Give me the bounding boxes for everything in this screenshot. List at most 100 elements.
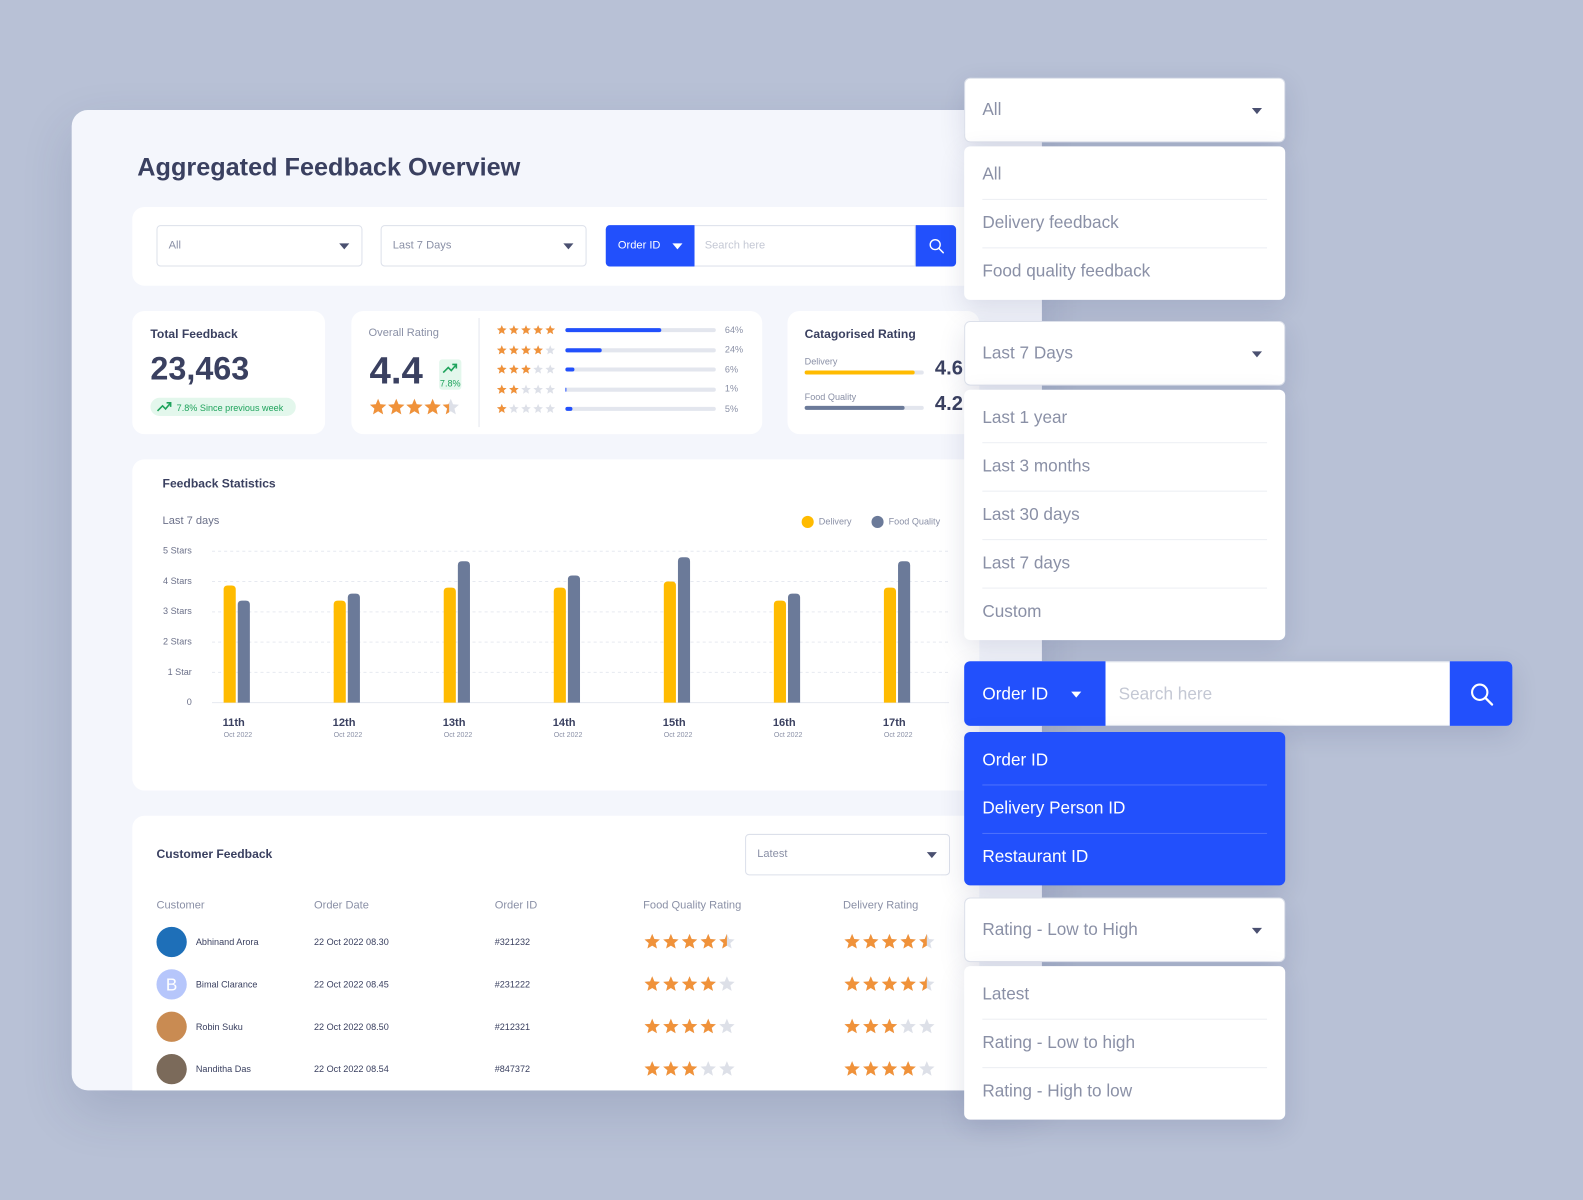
search-by-value: Order ID xyxy=(982,684,1049,704)
x-tick-label: 17th xyxy=(883,717,906,729)
menu-option-label: Delivery feedback xyxy=(982,212,1119,233)
bar xyxy=(898,561,911,703)
line xyxy=(937,246,944,253)
circle xyxy=(929,238,941,250)
bar xyxy=(347,593,360,703)
x-tick-sublabel: Oct 2022 xyxy=(334,732,363,739)
search-by-label: Order ID xyxy=(617,239,661,252)
bar xyxy=(553,587,566,703)
distribution-bar xyxy=(565,406,573,411)
search-field[interactable] xyxy=(1105,661,1450,726)
x-tick-sublabel: Oct 2022 xyxy=(774,732,803,739)
menu-option-label: Delivery Person ID xyxy=(982,798,1126,818)
search-icon xyxy=(1470,683,1493,706)
period-dropdown[interactable] xyxy=(964,321,1286,386)
caret-icon xyxy=(1071,691,1082,698)
star xyxy=(900,933,916,949)
delivery-stars xyxy=(844,976,935,991)
star xyxy=(919,933,927,949)
star xyxy=(521,325,531,335)
type-select[interactable] xyxy=(156,225,363,267)
bar xyxy=(567,575,581,703)
bar xyxy=(677,557,691,703)
path xyxy=(1251,108,1262,115)
trend-icon xyxy=(156,402,172,412)
customer-name: Nanditha Das xyxy=(195,1063,251,1074)
total-feedback-value: 23,463 xyxy=(150,350,250,387)
y-tick-label: 2 Stars xyxy=(163,637,192,647)
star xyxy=(900,976,916,991)
distribution-track xyxy=(565,367,716,372)
star xyxy=(533,364,543,374)
divider xyxy=(478,318,480,428)
distribution-label: 5% xyxy=(724,403,739,414)
star xyxy=(863,1061,879,1076)
star xyxy=(545,403,556,413)
line xyxy=(1483,696,1493,706)
distribution-label: 64% xyxy=(724,324,744,335)
sort-dropdown[interactable] xyxy=(964,897,1286,963)
delivery-stars xyxy=(844,933,935,949)
star xyxy=(509,344,519,354)
order-date: 22 Oct 2022 08.50 xyxy=(313,1021,389,1032)
polyline xyxy=(166,402,172,407)
menu-separator xyxy=(982,539,1268,541)
distribution-bar xyxy=(565,367,575,372)
category-bar xyxy=(804,405,905,410)
search-dropdown-button[interactable] xyxy=(1449,661,1513,726)
menu-option[interactable] xyxy=(964,150,1285,198)
y-tick-label: 3 Stars xyxy=(163,606,192,616)
bar xyxy=(883,587,897,703)
x-tick-label: 15th xyxy=(663,717,686,729)
star xyxy=(681,1061,698,1076)
distribution-stars xyxy=(496,325,556,335)
type-select-value: All xyxy=(168,239,181,252)
column-header: Delivery Rating xyxy=(843,899,919,913)
path xyxy=(339,242,350,249)
star xyxy=(881,976,898,991)
food-quality-stars xyxy=(644,1061,735,1076)
search-input[interactable] xyxy=(694,225,916,267)
order-date: 22 Oct 2022 08.54 xyxy=(313,1063,389,1074)
avatar xyxy=(156,969,187,1000)
category-label: Food Quality xyxy=(804,391,857,402)
star xyxy=(881,1061,898,1076)
menu-option-label: Last 1 year xyxy=(982,407,1068,427)
change-text: 7.8% Since previous week xyxy=(176,402,284,413)
star xyxy=(663,1061,679,1076)
rating-change: 7.8% xyxy=(439,378,461,389)
menu-option-label: Rating - High to low xyxy=(982,1081,1133,1101)
path xyxy=(563,242,574,249)
period-select[interactable] xyxy=(380,225,587,267)
star xyxy=(521,344,531,354)
bar xyxy=(773,600,786,703)
x-tick-sublabel: Oct 2022 xyxy=(554,732,583,739)
menu-separator xyxy=(982,784,1268,786)
legend-swatch xyxy=(871,515,884,529)
customer-name: Abhinand Arora xyxy=(195,936,259,947)
star xyxy=(521,403,531,413)
star xyxy=(533,403,543,413)
circle xyxy=(1470,683,1488,701)
star xyxy=(545,384,556,394)
search-by-dropdown[interactable] xyxy=(964,661,1106,726)
menu-separator xyxy=(982,442,1268,444)
star xyxy=(700,1061,716,1076)
category-value: 4.6 xyxy=(934,357,963,380)
food-quality-stars xyxy=(644,933,735,949)
chart-subtitle: Last 7 days xyxy=(162,515,220,528)
type-dropdown[interactable] xyxy=(964,77,1286,143)
star xyxy=(663,1018,679,1034)
menu-option-label: Food quality feedback xyxy=(982,261,1151,281)
menu-separator xyxy=(982,1018,1268,1020)
category-label: Delivery xyxy=(804,355,838,367)
distribution-bar xyxy=(565,347,602,352)
overall-rating-value: 4.4 xyxy=(369,350,423,393)
star xyxy=(719,976,735,991)
column-header: Food Quality Rating xyxy=(643,899,742,913)
star xyxy=(900,1018,916,1034)
y-tick-label: 0 xyxy=(187,697,192,707)
search-button[interactable] xyxy=(915,225,957,267)
sort-select[interactable] xyxy=(745,833,951,876)
